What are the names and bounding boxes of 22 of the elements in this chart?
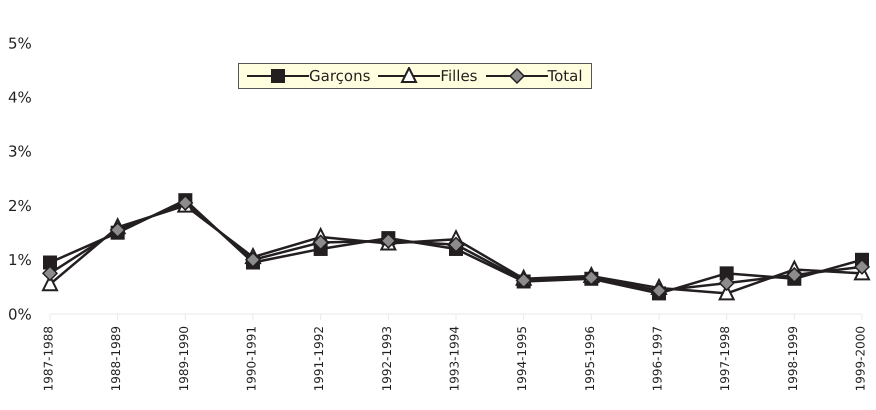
legend-label: Filles	[440, 67, 478, 85]
x-tick-label: 1998-1999	[786, 326, 800, 392]
x-tick-label: 1990-1991	[244, 326, 259, 392]
legend-label: Total	[548, 67, 583, 85]
x-tick-label: 1995-1996	[582, 326, 597, 392]
x-tick-label: 1988-1989	[109, 326, 124, 392]
x-tick-label: 1997-1998	[718, 326, 732, 392]
x-tick-label: 1993-1994	[448, 326, 462, 392]
legend-label: Garçons	[309, 67, 370, 85]
x-tick-label: 1992-1993	[380, 326, 394, 392]
y-tick-label: 1%	[8, 251, 32, 270]
x-tick-label: 1987-1988	[42, 326, 56, 392]
y-tick-label: 3%	[8, 142, 32, 161]
x-tick-label: 1989-1990	[176, 326, 191, 392]
y-tick-label: 2%	[8, 196, 32, 215]
x-tick-label: 1991-1992	[312, 326, 326, 392]
x-tick-label: 1996-1997	[650, 326, 665, 392]
y-tick-label: 4%	[8, 88, 32, 107]
y-tick-label: 5%	[8, 34, 32, 52]
x-tick-label: 1994-1995	[515, 326, 530, 392]
y-tick-label: 0%	[8, 305, 32, 324]
x-tick-label: 1999-2000	[854, 326, 868, 392]
